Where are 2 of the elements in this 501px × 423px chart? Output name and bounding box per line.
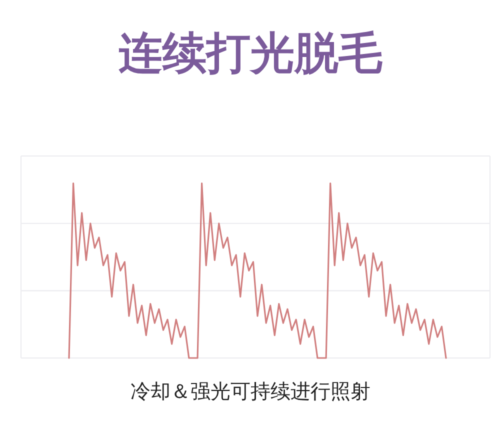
annotation: 冷却＆强光可持续进行照射: [130, 379, 370, 403]
title: 连续打光脱毛: [118, 28, 382, 79]
